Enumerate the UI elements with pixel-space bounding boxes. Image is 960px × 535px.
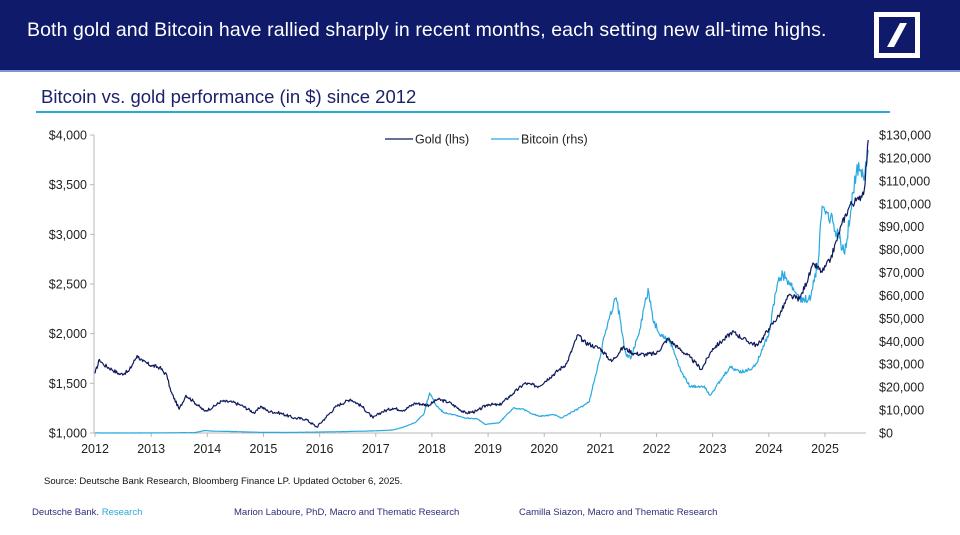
- right-tick-label: $20,000: [879, 381, 924, 395]
- x-tick-label: 2018: [418, 442, 446, 456]
- left-tick-label: $2,500: [49, 278, 87, 292]
- x-tick-label: 2024: [755, 442, 783, 456]
- chart-title: Bitcoin vs. gold performance (in $) sinc…: [41, 86, 417, 107]
- brand-name: Deutsche Bank.: [32, 507, 100, 518]
- title-divider: [36, 111, 890, 113]
- right-tick-label: $60,000: [879, 289, 924, 303]
- x-tick-label: 2016: [306, 442, 334, 456]
- deutsche-bank-logo-icon: [874, 12, 920, 58]
- series-layer: [94, 139, 869, 434]
- footer-author-2: Camilla Siazon, Macro and Thematic Resea…: [519, 507, 718, 518]
- right-tick-label: $90,000: [879, 220, 924, 234]
- left-tick-label: $2,000: [49, 327, 87, 341]
- header-banner: Both gold and Bitcoin have rallied sharp…: [0, 0, 960, 72]
- footer-brand: Deutsche Bank. Research: [32, 507, 142, 518]
- bitcoin-series-line: [94, 149, 869, 434]
- left-tick-label: $1,500: [49, 377, 87, 391]
- left-tick-label: $3,500: [49, 178, 87, 192]
- right-tick-label: $110,000: [879, 174, 930, 188]
- gold-series-line: [94, 139, 869, 428]
- footer-author-1: Marion Laboure, PhD, Macro and Thematic …: [234, 507, 460, 518]
- legend-label-bitcoin: Bitcoin (rhs): [521, 133, 588, 147]
- x-tick-label: 2013: [137, 442, 165, 456]
- left-tick-label: $1,000: [49, 427, 87, 441]
- brand-accent: Research: [101, 507, 143, 518]
- x-tick-label: 2019: [474, 442, 502, 456]
- source-note: Source: Deutsche Bank Research, Bloomber…: [44, 476, 403, 487]
- x-tick-label: 2020: [530, 442, 558, 456]
- right-tick-label: $40,000: [879, 335, 924, 349]
- right-tick-label: $130,000: [879, 129, 931, 143]
- right-tick-label: $100,000: [879, 197, 931, 211]
- x-tick-label: 2014: [193, 442, 221, 456]
- right-tick-label: $30,000: [879, 358, 924, 372]
- right-tick-label: $120,000: [879, 151, 931, 165]
- legend-label-gold: Gold (lhs): [415, 133, 469, 147]
- x-tick-label: 2012: [81, 442, 109, 456]
- x-tick-label: 2025: [811, 442, 839, 456]
- x-tick-label: 2022: [643, 442, 671, 456]
- right-tick-label: $50,000: [879, 312, 924, 326]
- left-tick-label: $3,000: [49, 228, 87, 242]
- left-tick-label: $4,000: [49, 129, 87, 143]
- right-tick-label: $0: [879, 427, 893, 441]
- x-tick-label: 2015: [250, 442, 278, 456]
- x-tick-label: 2023: [699, 442, 727, 456]
- right-tick-label: $80,000: [879, 243, 924, 257]
- right-tick-label: $10,000: [879, 404, 924, 418]
- legend: Gold (lhs) Bitcoin (rhs): [385, 133, 588, 147]
- axes: $1,000 $1,500 $2,000 $2,500 $3,000 $3,500 $4,0…: [49, 129, 931, 457]
- right-tick-label: $70,000: [879, 266, 924, 280]
- x-tick-label: 2017: [362, 442, 390, 456]
- x-tick-label: 2021: [586, 442, 614, 456]
- headline: Both gold and Bitcoin have rallied sharp…: [27, 19, 827, 41]
